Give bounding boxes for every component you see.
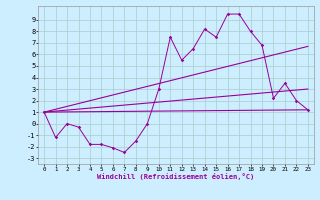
X-axis label: Windchill (Refroidissement éolien,°C): Windchill (Refroidissement éolien,°C): [97, 173, 255, 180]
